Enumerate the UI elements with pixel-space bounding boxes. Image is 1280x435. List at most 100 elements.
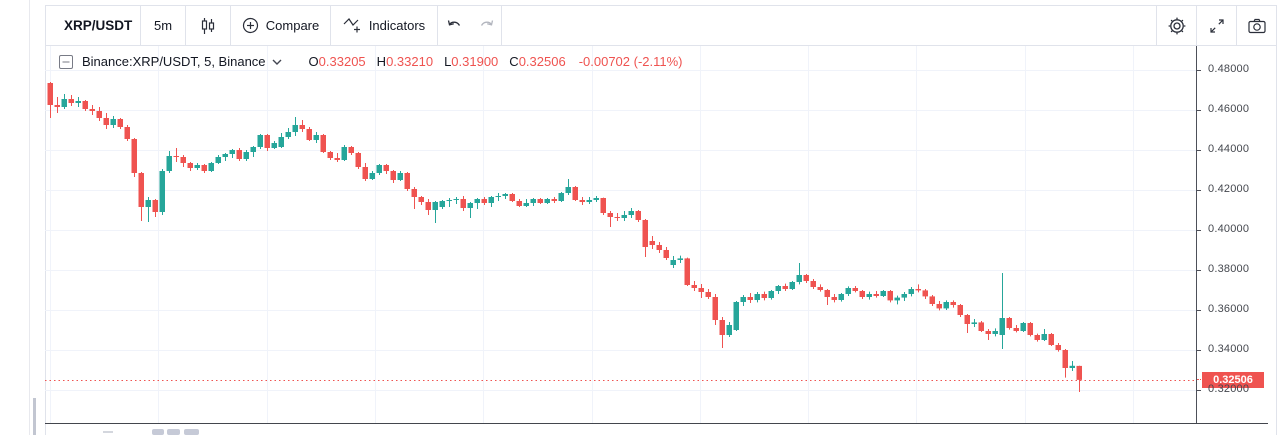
indicators-icon: [343, 16, 362, 35]
candle-body: [1041, 334, 1047, 340]
legend-symbol-title[interactable]: Binance:XRP/USDT, 5, Binance: [82, 54, 282, 69]
candle-body: [656, 245, 662, 250]
candle-body: [292, 125, 298, 132]
toolbar-divider: [1156, 6, 1157, 45]
candle-body: [894, 297, 900, 301]
candle-body: [782, 286, 788, 289]
price-axis-label: 0.36000: [1208, 303, 1250, 315]
candle-body: [54, 105, 60, 107]
price-axis[interactable]: 0.32506 0.48000 0.46000 0.44000 0.42000 0.40…: [1196, 46, 1268, 423]
candle-body: [901, 294, 907, 298]
candle-body: [719, 320, 725, 335]
candle-body: [474, 199, 480, 203]
candle-body: [705, 292, 711, 297]
candle-body: [362, 167, 368, 179]
chart-pane[interactable]: [45, 46, 1196, 423]
candlestick-style-icon: [199, 17, 217, 35]
candle-body: [327, 152, 333, 158]
candle-body: [943, 302, 949, 309]
candle-body: [495, 196, 501, 197]
candle-body: [824, 290, 830, 297]
widget-border-top: [45, 5, 1277, 6]
candle-body: [607, 213, 613, 217]
candle-body: [208, 163, 214, 171]
candle-body: [82, 101, 88, 109]
candle-body: [243, 152, 249, 159]
candle-body: [320, 135, 326, 152]
candle-body: [845, 288, 851, 294]
candle-body: [859, 291, 865, 297]
price-axis-label: 0.34000: [1208, 343, 1250, 355]
candle-body: [908, 289, 914, 294]
candle-body: [712, 297, 718, 320]
candle-body: [803, 275, 809, 281]
candle-body: [537, 199, 543, 203]
candle-body: [264, 135, 270, 148]
candle-body: [334, 158, 340, 160]
compare-label: Compare: [265, 18, 320, 33]
candle-body: [124, 127, 130, 139]
undo-icon: [446, 17, 463, 34]
candle-body: [306, 129, 312, 140]
candle-body: [313, 135, 319, 140]
axis-tick: [1197, 270, 1201, 271]
candle-body: [992, 331, 998, 334]
symbol-button[interactable]: XRP/USDT: [64, 18, 133, 33]
candle-body: [1034, 335, 1040, 340]
axis-tick: [1197, 70, 1201, 71]
candle-body: [425, 202, 431, 210]
candle-body: [61, 99, 67, 107]
candle-body: [1020, 323, 1026, 331]
candle-body: [1027, 323, 1033, 335]
interval-button[interactable]: 5m: [153, 18, 173, 33]
candle-body: [838, 294, 844, 300]
candle-body: [201, 165, 207, 171]
toolbar-divider: [330, 6, 331, 45]
snapshot-button[interactable]: [1237, 6, 1276, 45]
candle-body: [621, 215, 627, 218]
price-axis-label: 0.48000: [1208, 63, 1250, 75]
price-axis-label: 0.40000: [1208, 223, 1250, 235]
candle-body: [887, 291, 893, 301]
settings-button[interactable]: [1157, 6, 1196, 45]
redo-button[interactable]: [471, 6, 501, 45]
candle-body: [236, 150, 242, 159]
candle-body: [670, 260, 676, 265]
candle-body: [936, 304, 942, 309]
candle-body: [152, 200, 158, 212]
indicators-button[interactable]: Indicators: [331, 6, 437, 45]
chart-style-button[interactable]: [186, 6, 230, 45]
candle-body: [880, 291, 886, 296]
candle-body: [467, 203, 473, 208]
candle-body: [117, 119, 123, 127]
ohlc-item: O0.33205: [308, 54, 366, 69]
candle-body: [579, 200, 585, 202]
toolbar-divider: [1196, 6, 1197, 45]
candle-body: [257, 135, 263, 147]
candle-body: [1055, 345, 1061, 350]
candle-body: [404, 173, 410, 189]
candle-body: [299, 125, 305, 129]
candle-body: [572, 187, 578, 200]
candle-body: [341, 147, 347, 160]
compare-button[interactable]: Compare: [231, 6, 330, 45]
candle-body: [733, 302, 739, 330]
candle-body: [663, 250, 669, 258]
candle-body: [957, 305, 963, 315]
compare-plus-circle-icon: [242, 17, 259, 34]
undo-button[interactable]: [438, 6, 471, 45]
candle-body: [978, 322, 984, 331]
candle-body: [390, 171, 396, 180]
candle-body: [754, 294, 760, 300]
candle-body: [1013, 328, 1019, 331]
gear-icon: [1167, 16, 1187, 36]
axis-tick: [1197, 390, 1201, 391]
candle-body: [348, 147, 354, 153]
pane-bottom-separator: [45, 423, 1268, 424]
candle-body: [873, 294, 879, 296]
fullscreen-button[interactable]: [1197, 6, 1236, 45]
collapse-legend-button[interactable]: [59, 54, 73, 69]
candle-body: [691, 285, 697, 288]
chart-toolbar: XRP/USDT 5m Compare: [46, 6, 1276, 46]
